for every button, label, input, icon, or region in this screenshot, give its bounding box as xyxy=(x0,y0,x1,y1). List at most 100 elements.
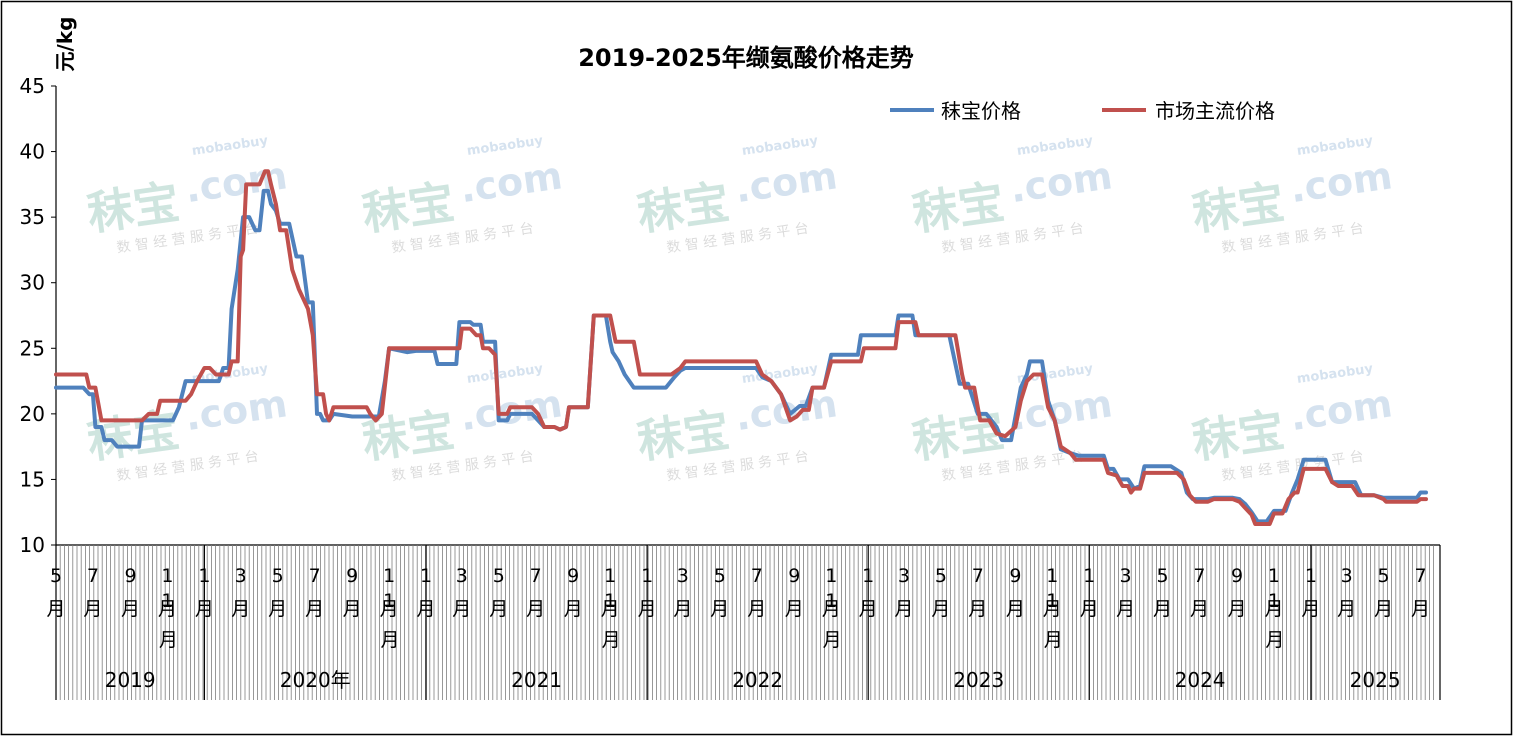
year-label: 2023 xyxy=(953,668,1004,692)
year-label: 2024 xyxy=(1175,668,1226,692)
x-tick-unit: 月 xyxy=(747,598,766,620)
y-tick-label: 30 xyxy=(20,271,45,295)
x-tick-unit: 月 xyxy=(822,598,841,620)
watermark-brand: 秣宝 xyxy=(359,403,458,469)
watermark-brand: 秣宝 xyxy=(1189,175,1288,241)
x-tick-unit: 月 xyxy=(1116,598,1135,620)
x-tick-label: 3 xyxy=(898,565,910,587)
x-tick-label: 5 xyxy=(1378,565,1390,587)
x-tick-unit: 月 xyxy=(1043,598,1062,620)
x-tick-unit: 月 xyxy=(1411,598,1430,620)
x-tick-unit: 月 xyxy=(158,598,177,620)
x-tick-label: 5 xyxy=(272,565,284,587)
x-tick-label: 1 xyxy=(825,590,837,612)
x-tick-label: 1 xyxy=(1046,565,1058,587)
x-tick-unit: 月 xyxy=(1228,598,1247,620)
legend-label-mobao: 秣宝价格 xyxy=(941,99,1021,123)
x-tick-unit: 月 xyxy=(931,598,950,620)
legend: 秣宝价格 市场主流价格 xyxy=(890,99,1275,123)
axes: 10152025303540455月7月9月11月1月3月5月7月9月11月1月… xyxy=(20,74,1441,700)
y-tick-label: 25 xyxy=(20,336,45,360)
x-tick-label: 7 xyxy=(751,565,763,587)
year-extra-label: 月 xyxy=(381,629,400,651)
x-tick-unit: 月 xyxy=(380,598,399,620)
x-tick-unit: 月 xyxy=(1153,598,1172,620)
y-tick-label: 35 xyxy=(20,205,45,229)
x-tick-label: 1 xyxy=(604,565,616,587)
y-tick-label: 20 xyxy=(20,402,45,426)
x-tick-label: 5 xyxy=(1156,565,1168,587)
x-tick-label: 3 xyxy=(1120,565,1132,587)
x-tick-label: 9 xyxy=(1231,565,1243,587)
year-extra-label: 月 xyxy=(159,629,178,651)
year-extra-label: 月 xyxy=(1044,629,1063,651)
x-tick-unit: 月 xyxy=(1264,598,1283,620)
x-tick-unit: 月 xyxy=(710,598,729,620)
x-tick-unit: 月 xyxy=(83,598,102,620)
x-tick-unit: 月 xyxy=(231,598,250,620)
x-tick-unit: 月 xyxy=(673,598,692,620)
x-tick-label: 5 xyxy=(493,565,505,587)
x-tick-label: 7 xyxy=(309,565,321,587)
x-tick-label: 3 xyxy=(677,565,689,587)
y-tick-label: 10 xyxy=(20,533,45,557)
series-layer xyxy=(54,169,1428,526)
year-label: 2020年 xyxy=(280,668,351,692)
x-tick-label: 1 xyxy=(383,590,395,612)
year-label: 2025 xyxy=(1350,668,1401,692)
x-tick-label: 1 xyxy=(161,590,173,612)
x-tick-label: 1 xyxy=(1046,590,1058,612)
y-axis-label: 元/kg xyxy=(53,17,77,72)
year-label: 2022 xyxy=(732,668,783,692)
x-tick-unit: 月 xyxy=(564,598,583,620)
x-tick-label: 7 xyxy=(1415,565,1427,587)
x-tick-label: 1 xyxy=(604,590,616,612)
x-tick-label: 7 xyxy=(1193,565,1205,587)
x-tick-label: 1 xyxy=(825,565,837,587)
chart-title: 2019-2025年缬氨酸价格走势 xyxy=(578,44,914,72)
x-tick-label: 7 xyxy=(87,565,99,587)
series-line-market xyxy=(54,169,1428,526)
x-tick-label: 1 xyxy=(383,565,395,587)
x-tick-unit: 月 xyxy=(268,598,287,620)
x-tick-label: 3 xyxy=(235,565,247,587)
year-extra-label: 月 xyxy=(823,629,842,651)
x-tick-label: 5 xyxy=(714,565,726,587)
legend-label-market: 市场主流价格 xyxy=(1155,99,1275,123)
y-tick-label: 40 xyxy=(20,140,45,164)
year-extra-label: 月 xyxy=(602,629,621,651)
x-tick-unit: 月 xyxy=(452,598,471,620)
x-tick-unit: 月 xyxy=(526,598,545,620)
x-tick-unit: 月 xyxy=(343,598,362,620)
x-tick-label: 1 xyxy=(161,565,173,587)
year-label: 2019 xyxy=(105,668,156,692)
year-extra-label: 月 xyxy=(1265,629,1284,651)
y-tick-label: 15 xyxy=(20,467,45,491)
x-tick-unit: 月 xyxy=(1374,598,1393,620)
year-label: 2021 xyxy=(511,668,562,692)
x-tick-label: 9 xyxy=(346,565,358,587)
x-tick-label: 9 xyxy=(567,565,579,587)
y-tick-label: 45 xyxy=(20,74,45,98)
x-tick-unit: 月 xyxy=(1337,598,1356,620)
watermark-brand: 秣宝 xyxy=(84,175,183,241)
x-tick-unit: 月 xyxy=(1190,598,1209,620)
x-tick-label: 7 xyxy=(530,565,542,587)
x-tick-label: 1 xyxy=(1268,590,1280,612)
watermark-brand: 秣宝 xyxy=(634,403,733,469)
x-tick-label: 5 xyxy=(935,565,947,587)
x-tick-label: 3 xyxy=(1341,565,1353,587)
x-tick-unit: 月 xyxy=(489,598,508,620)
x-tick-unit: 月 xyxy=(305,598,324,620)
x-tick-label: 9 xyxy=(1009,565,1021,587)
x-tick-unit: 月 xyxy=(785,598,804,620)
x-tick-unit: 月 xyxy=(1006,598,1025,620)
watermark-brand: 秣宝 xyxy=(1189,403,1288,469)
watermark-brand: 秣宝 xyxy=(909,403,1008,469)
x-tick-label: 9 xyxy=(124,565,136,587)
x-tick-unit: 月 xyxy=(121,598,140,620)
x-tick-label: 3 xyxy=(456,565,468,587)
